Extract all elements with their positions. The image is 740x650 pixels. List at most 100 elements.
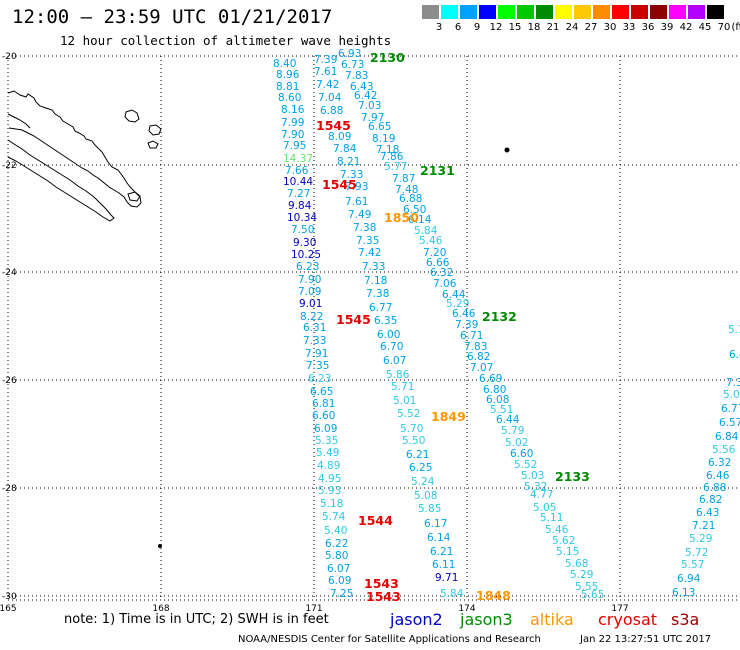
color-scale-swatch: [650, 5, 667, 19]
map-grid: [7, 55, 738, 601]
wave-height-value: 5.68: [565, 558, 588, 570]
wave-height-value: 5.74: [322, 511, 346, 523]
longitude-label: 177: [611, 604, 628, 614]
wave-height-value: 6.88: [399, 193, 422, 205]
wave-height-value: 4.77: [530, 489, 553, 501]
wave-height-value: 6.32: [430, 267, 453, 279]
wave-height-value: 6.60: [510, 448, 533, 460]
wave-height-value: 6.21: [406, 449, 429, 461]
wave-height-value: 6.57: [719, 417, 740, 429]
color-scale-label: 70: [717, 22, 731, 33]
pass-time-labels: 2130 1545 1545 2131 1850 2132 1545 1849 2133 1544…: [316, 50, 590, 604]
wave-height-value: 6.09: [328, 575, 351, 587]
wave-height-value: 5.70: [400, 423, 423, 435]
page-subtitle: 12 hour collection of altimeter wave hei…: [60, 33, 392, 48]
wave-height-value: 7.87: [392, 173, 415, 185]
color-scale-label: 30: [603, 22, 617, 33]
wave-height-value: 6.65: [310, 386, 333, 398]
wave-height-value: 7.97: [361, 112, 384, 124]
wave-height-value: 7.18: [376, 144, 399, 156]
wave-height-value: 6.77: [721, 403, 740, 415]
wave-height-value: 6.09: [314, 423, 337, 435]
wave-height-value: 5.71: [391, 381, 414, 393]
wave-height-value: 7.25: [330, 588, 353, 600]
color-scale-label: 18: [527, 22, 541, 33]
legend-jason2: jason2: [390, 610, 443, 629]
latitude-label: -26: [2, 376, 17, 386]
longitude-label: 171: [305, 604, 322, 614]
wave-height-value: 6.80: [483, 384, 506, 396]
wave-height-value: 5.57: [681, 559, 704, 571]
wave-height-value: 6.14: [427, 532, 451, 544]
wave-height-value: 6.93: [338, 48, 361, 60]
wave-height-value: 6.71: [460, 330, 483, 342]
wave-height-value: 6.43: [350, 81, 373, 93]
page-title: 12:00 – 23:59 UTC 01/21/2017: [12, 6, 333, 28]
coastline-segment: [7, 113, 31, 129]
coastline-segment: [7, 90, 142, 208]
pass-time-label: 1850: [384, 210, 419, 225]
wave-height-value: 5.56: [712, 444, 736, 456]
wave-height-value: 5.84: [414, 225, 438, 237]
wave-height-value: 6.43: [696, 507, 719, 519]
wave-height-value: 8.60: [278, 92, 301, 104]
longitude-label: 165: [0, 604, 17, 614]
wave-height-value: 5.55: [575, 581, 598, 593]
pass-time-label: 1849: [431, 409, 466, 424]
wave-height-value: 7.61: [314, 66, 337, 78]
wave-height-value: 5.50: [402, 435, 425, 447]
wave-height-value: 6.44: [729, 349, 740, 361]
wave-height-value: 7.50: [291, 224, 314, 236]
wave-height-value: 7.95: [283, 140, 306, 152]
wave-height-value: 7.84: [333, 143, 357, 155]
wave-height-value: 6.42: [354, 90, 377, 102]
color-scale-label: 24: [565, 22, 579, 33]
wave-height-value: 5.24: [411, 476, 435, 488]
wave-height-value: 6.23: [296, 261, 319, 273]
coastline-segment: [127, 191, 141, 202]
island-marker: [158, 544, 162, 548]
wave-height-value: 5.15: [556, 546, 579, 558]
wave-height-value: 7.38: [366, 288, 389, 300]
color-scale-label: 15: [508, 22, 522, 33]
latitude-label: -24: [2, 268, 17, 278]
color-scale-swatch: [574, 5, 591, 19]
wave-height-value: 6.84: [715, 431, 739, 443]
axis-labels: -20 -22 -24 -26 -28 -30 165 168 171 174 177: [0, 52, 629, 614]
wave-height-value: 6.07: [327, 563, 350, 575]
coastline-segment: [147, 140, 159, 149]
coastline-segment: [124, 109, 140, 123]
wave-height-value: 8.19: [372, 133, 395, 145]
pass-time-label: 1848: [476, 588, 511, 603]
wave-height-value: 5.01: [393, 395, 416, 407]
wave-height-value: 7.42: [358, 247, 381, 259]
wave-height-value: 6.88: [320, 105, 343, 117]
wave-height-value: 7.93: [345, 181, 368, 193]
wave-height-value: 5.79: [501, 425, 524, 437]
coastline: [7, 90, 510, 548]
wave-height-value: 7.27: [287, 188, 310, 200]
legend-cryosat: cryosat: [598, 610, 658, 629]
latitude-label: -20: [2, 52, 17, 62]
color-scale-swatch: [422, 5, 439, 19]
color-scale-swatch: [707, 5, 724, 19]
wave-height-value: 9.84: [288, 200, 312, 212]
pass-time-label: 1543: [366, 589, 401, 604]
wave-height-value: 6.25: [409, 462, 432, 474]
wave-height-value: 5.03: [521, 470, 544, 482]
color-scale-label: 6: [454, 22, 462, 33]
wave-height-value: 6.94: [677, 573, 701, 585]
wave-height-value: 6.44: [496, 414, 520, 426]
wave-height-value: 6.88: [703, 482, 726, 494]
wave-height-value: 6.82: [699, 494, 722, 506]
wave-height-value: 6.81: [312, 398, 335, 410]
wave-height-value: 7.35: [726, 377, 740, 389]
wave-height-value: 6.35: [374, 315, 397, 327]
legend-jason3: jason3: [460, 610, 513, 629]
wave-height-value: 6.14: [408, 214, 432, 226]
wave-height-value: 5.49: [316, 447, 339, 459]
color-scale-swatch: [688, 5, 705, 19]
wave-height-value: 5.46: [545, 524, 569, 536]
wave-height-value: 7.39: [455, 319, 478, 331]
wave-height-value: 6.50: [403, 204, 426, 216]
